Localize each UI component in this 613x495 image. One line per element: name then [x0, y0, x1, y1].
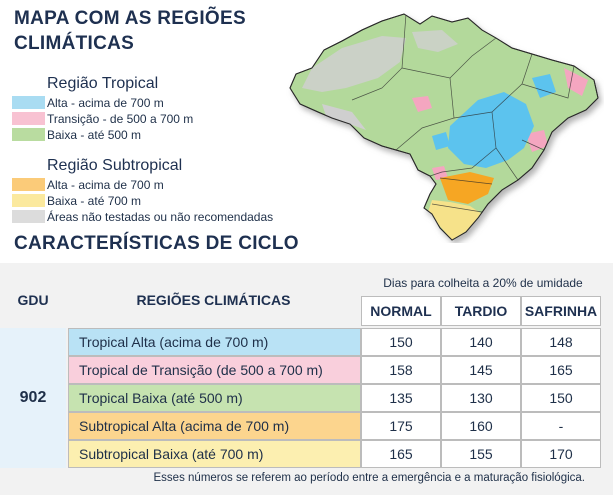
legend-swatch [12, 96, 45, 109]
legend-label: Baixa - até 500 m [47, 127, 142, 142]
legend-item-tropical-low: Baixa - até 500 m [12, 127, 142, 142]
legend-swatch [12, 178, 45, 191]
legend-swatch [12, 112, 45, 125]
table-cell: 148 [521, 328, 601, 356]
table-row-label: Tropical Alta (acima de 700 m) [68, 328, 361, 356]
column-header-safrinha: SAFRINHA [521, 296, 601, 326]
table-cell: 150 [521, 384, 601, 412]
legend-label: Alta - acima de 700 m [47, 95, 164, 110]
table-cell: 160 [441, 412, 521, 440]
legend-item-tropical-transition: Transição - de 500 a 700 m [12, 111, 194, 126]
cycle-characteristics-title: CARACTERÍSTICAS DE CICLO [14, 233, 299, 254]
table-cell: 150 [361, 328, 441, 356]
table-cell: 175 [361, 412, 441, 440]
legend-swatch [12, 210, 45, 223]
table-row-label: Subtropical Alta (acima de 700 m) [68, 412, 361, 440]
legend-label: Transição - de 500 a 700 m [47, 111, 194, 126]
table-row-label: Tropical de Transição (de 500 a 700 m) [68, 356, 361, 384]
table-cell: 155 [441, 440, 521, 468]
regions-header: REGIÕES CLIMÁTICAS [136, 292, 291, 308]
legend-swatch [12, 128, 45, 141]
legend-item-subtropical-high: Alta - acima de 700 m [12, 177, 164, 192]
table-row-label: Subtropical Baixa (até 700 m) [68, 440, 361, 468]
table-cell: - [521, 412, 601, 440]
legend-label: Baixa - até 700 m [47, 193, 142, 208]
column-header-tardio: TARDIO [441, 296, 521, 326]
table-cell: 165 [361, 440, 441, 468]
column-header-normal: NORMAL [361, 296, 441, 326]
map-title-line-1: MAPA COM AS REGIÕES [14, 8, 246, 29]
gdu-value: 902 [0, 328, 66, 468]
table-cell: 170 [521, 440, 601, 468]
table-cell: 135 [361, 384, 441, 412]
table-cell: 130 [441, 384, 521, 412]
table-cell: 158 [361, 356, 441, 384]
legend-item-tropical-high: Alta - acima de 700 m [12, 95, 164, 110]
legend-label: Áreas não testadas ou não recomendadas [47, 209, 274, 224]
legend-label: Alta - acima de 700 m [47, 177, 164, 192]
table-cell: 145 [441, 356, 521, 384]
table-footnote: Esses números se referem ao período entr… [153, 472, 585, 484]
table-cell: 140 [441, 328, 521, 356]
legend-tropical-title: Região Tropical [47, 75, 159, 92]
table-cell: 165 [521, 356, 601, 384]
table-row-label: Tropical Baixa (até 500 m) [68, 384, 361, 412]
brazil-regions-map [289, 13, 599, 241]
legend-swatch [12, 194, 45, 207]
map-title-line-2: CLIMÁTICAS [14, 33, 135, 54]
days-caption: Dias para colheita a 20% de umidade [383, 276, 583, 290]
legend-item-untested: Áreas não testadas ou não recomendadas [12, 209, 274, 224]
legend-subtropical-title: Região Subtropical [47, 157, 183, 174]
cycle-table: GDU REGIÕES CLIMÁTICAS Dias para colheit… [0, 263, 613, 495]
gdu-header: GDU [17, 292, 49, 308]
legend-item-subtropical-low: Baixa - até 700 m [12, 193, 142, 208]
